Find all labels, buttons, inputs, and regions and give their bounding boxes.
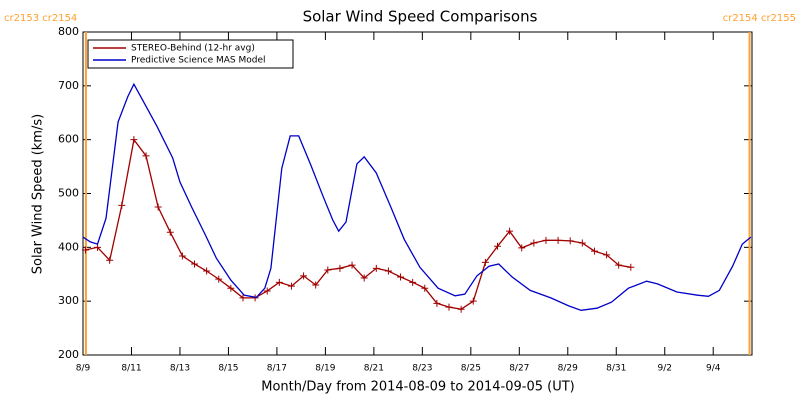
point-marker xyxy=(615,261,623,269)
point-marker xyxy=(409,278,417,286)
point-marker xyxy=(457,305,465,313)
point-marker xyxy=(203,267,211,275)
point-marker xyxy=(506,227,514,235)
point-marker xyxy=(191,260,198,268)
point-marker xyxy=(154,203,162,211)
point-marker xyxy=(251,294,259,302)
x-tick-label: 8/21 xyxy=(364,364,384,374)
point-marker xyxy=(94,243,102,251)
x-tick-label: 8/31 xyxy=(606,364,626,374)
point-marker xyxy=(384,267,392,275)
legend-label: STEREO-Behind (12-hr avg) xyxy=(131,44,255,54)
point-marker xyxy=(554,236,562,244)
point-marker xyxy=(324,266,332,274)
point-marker xyxy=(566,237,574,245)
point-marker xyxy=(312,281,320,289)
point-marker xyxy=(469,297,477,305)
y-tick-label: 700 xyxy=(58,79,79,92)
y-tick-label: 600 xyxy=(58,133,79,146)
point-marker xyxy=(130,136,138,144)
y-axis-label: Solar Wind Speed (km/s) xyxy=(31,114,46,274)
point-marker xyxy=(166,228,174,236)
point-marker xyxy=(481,258,489,266)
point-marker xyxy=(81,246,89,254)
point-marker xyxy=(445,303,453,311)
x-axis-label: Month/Day from 2014-08-09 to 2014-09-05 … xyxy=(261,380,574,395)
point-marker xyxy=(603,251,611,259)
x-tick-label: 8/23 xyxy=(412,364,432,374)
point-marker xyxy=(336,264,344,272)
x-tick-label: 8/11 xyxy=(121,364,141,374)
point-marker xyxy=(275,278,283,286)
point-marker xyxy=(348,261,356,269)
series-line xyxy=(85,138,631,310)
point-marker xyxy=(578,239,586,247)
y-tick-label: 400 xyxy=(58,240,79,253)
point-marker xyxy=(106,256,114,264)
point-marker xyxy=(530,239,538,247)
point-marker xyxy=(518,244,526,252)
point-marker xyxy=(239,294,247,302)
x-tick-label: 8/25 xyxy=(461,364,481,374)
x-tick-label: 8/13 xyxy=(170,364,190,374)
point-marker xyxy=(397,273,405,281)
x-tick-label: 9/4 xyxy=(706,364,721,374)
point-marker xyxy=(542,236,550,244)
point-marker xyxy=(178,252,186,260)
point-marker xyxy=(215,275,223,283)
point-marker xyxy=(421,284,429,292)
point-marker xyxy=(360,274,368,282)
x-tick-label: 8/19 xyxy=(315,364,335,374)
point-marker xyxy=(590,247,598,255)
point-marker xyxy=(118,201,126,209)
y-tick-label: 800 xyxy=(58,25,79,38)
point-marker xyxy=(300,272,308,280)
x-tick-label: 8/27 xyxy=(509,364,529,374)
x-tick-label: 8/29 xyxy=(558,364,578,374)
point-marker xyxy=(627,263,635,271)
rotation-label: cr2154 cr2155 xyxy=(723,13,796,24)
point-marker xyxy=(433,299,441,307)
point-marker xyxy=(142,152,150,160)
x-tick-label: 8/15 xyxy=(218,364,238,374)
rotation-label: cr2153 cr2154 xyxy=(4,13,77,24)
point-marker xyxy=(287,282,295,290)
chart-title: Solar Wind Speed Comparisons xyxy=(303,8,538,26)
legend-label: Predictive Science MAS Model xyxy=(131,56,266,66)
point-marker xyxy=(263,287,271,295)
y-tick-label: 500 xyxy=(58,187,79,200)
x-tick-label: 8/9 xyxy=(76,364,91,374)
y-tick-label: 300 xyxy=(58,294,79,307)
y-tick-label: 200 xyxy=(58,348,79,361)
point-marker xyxy=(493,242,501,250)
x-tick-label: 9/2 xyxy=(657,364,671,374)
series-line xyxy=(82,82,752,311)
x-tick-label: 8/17 xyxy=(267,364,287,374)
point-marker xyxy=(227,284,235,292)
point-marker xyxy=(372,264,380,272)
legend-box xyxy=(87,39,294,69)
